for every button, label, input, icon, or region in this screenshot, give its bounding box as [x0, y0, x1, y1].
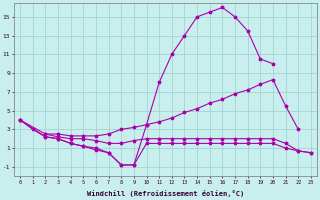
X-axis label: Windchill (Refroidissement éolien,°C): Windchill (Refroidissement éolien,°C) — [87, 190, 244, 197]
